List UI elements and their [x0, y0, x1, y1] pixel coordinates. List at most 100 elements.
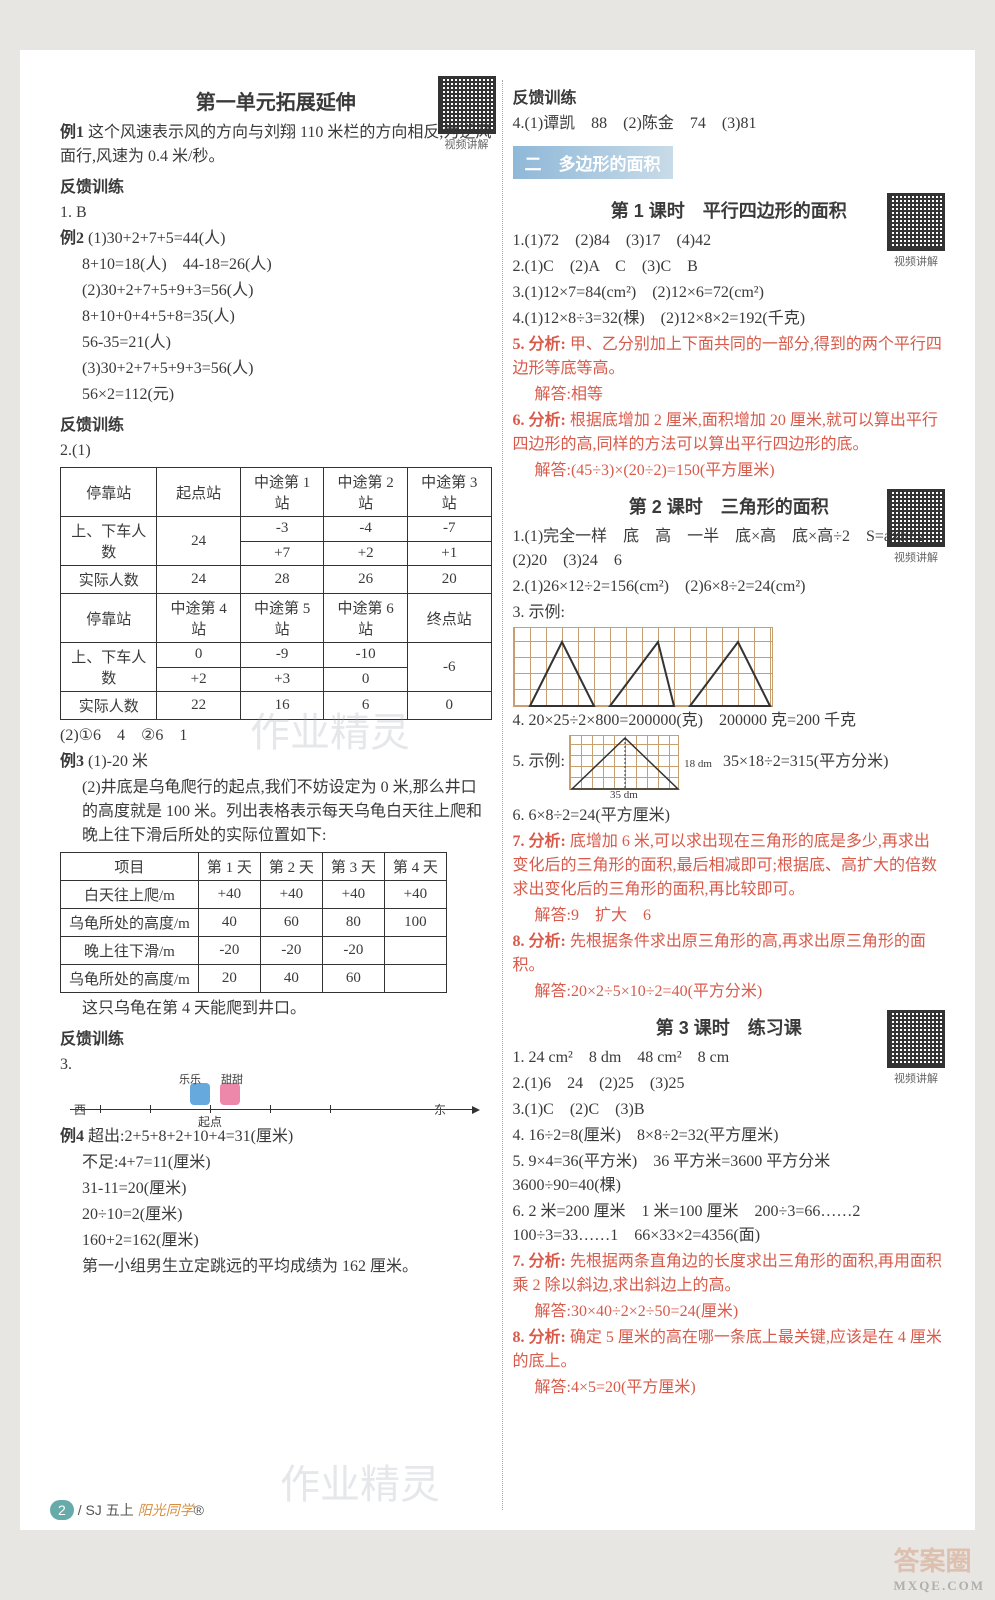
th: 中途第 6 站: [324, 594, 408, 643]
l3-q2: 2.(1)6 24 (2)25 (3)25: [513, 1072, 946, 1096]
cell: 24: [157, 517, 241, 566]
number-line-diagram: 西 乐乐 甜甜 起点 东: [60, 1081, 492, 1121]
l1-q3: 3.(1)12×7=84(cm²) (2)12×6=72(cm²): [513, 281, 946, 305]
cell: 60: [322, 965, 384, 993]
left-column: 视频讲解 第一单元拓展延伸 例1 这个风速表示风的方向与刘翔 110 米栏的方向…: [50, 80, 503, 1510]
l2-5-eq: 35×18÷2=315(平方分米): [723, 753, 889, 770]
lesson-title-1: 第 1 课时 平行四边形的面积: [513, 197, 946, 223]
cell: -20: [260, 937, 322, 965]
table-row: 乌龟所处的高度/m 40 60 80 100: [61, 909, 447, 937]
cell: +1: [407, 541, 491, 566]
ex2-l3: 8+10+0+4+5+8=35(人): [60, 305, 492, 329]
l3-8-answer: 解答:4×5=20(平方厘米): [513, 1376, 946, 1400]
ex1: 例1 这个风速表示风的方向与刘翔 110 米栏的方向相反,为逆风面行,风速为 0…: [60, 121, 492, 169]
lesson-title-3: 第 3 课时 练习课: [513, 1014, 946, 1040]
analysis-text: 根据底增加 2 厘米,面积增加 20 厘米,就可以算出平行四边形的高,同样的方法…: [513, 412, 938, 453]
table-row: 乌龟所处的高度/m 20 40 60: [61, 965, 447, 993]
cell: 晚上往下滑/m: [61, 937, 199, 965]
ex1-text: 这个风速表示风的方向与刘翔 110 米栏的方向相反,为逆风面行,风速为 0.4 …: [60, 124, 491, 165]
l2-q6: 6. 6×8÷2=24(平方厘米): [513, 804, 946, 828]
tick: [270, 1105, 271, 1113]
table-row: 晚上往下滑/m -20 -20 -20: [61, 937, 447, 965]
tick: [210, 1105, 211, 1113]
table-row: 实际人数 24 28 26 20: [61, 566, 492, 594]
cell: -10: [324, 643, 408, 668]
l2-q2: 2.(1)26×12÷2=156(cm²) (2)6×8÷2=24(cm²): [513, 575, 946, 599]
th: 中途第 3 站: [407, 468, 491, 517]
feedback-head-r: 反馈训练: [513, 84, 946, 108]
cell: -3: [240, 517, 324, 542]
th: 停靠站: [61, 468, 157, 517]
th: 终点站: [407, 594, 491, 643]
table-row: 停靠站 起点站 中途第 1 站 中途第 2 站 中途第 3 站: [61, 468, 492, 517]
page-footer: 2 / SJ 五上 阳光同学®: [50, 1500, 204, 1520]
l3-q7: 7. 分析: 先根据两条直角边的长度求出三角形的面积,再用面积乘 2 除以斜边,…: [513, 1250, 946, 1298]
cell: 上、下车人数: [61, 643, 157, 692]
fb-q4: 4.(1)谭凯 88 (2)陈金 74 (3)81: [513, 112, 946, 136]
ex1-label: 例1: [60, 124, 84, 141]
th: 第 2 天: [260, 853, 322, 881]
footer-code: / SJ 五上: [78, 1502, 134, 1518]
axis-label: 甜甜: [221, 1071, 243, 1087]
ex2: 例2 (1)30+2+7+5=44(人): [60, 227, 492, 251]
dim-w: 35 dm: [610, 787, 638, 804]
cell: 20: [198, 965, 260, 993]
feedback-head-1: 反馈训练: [60, 173, 492, 197]
l1-q4: 4.(1)12×8÷3=32(棵) (2)12×8×2=192(千克): [513, 307, 946, 331]
analysis-label: 5. 分析:: [513, 336, 566, 353]
ex4: 例4 超出:2+5+8+2+10+4=31(厘米): [60, 1125, 492, 1149]
bus-table: 停靠站 起点站 中途第 1 站 中途第 2 站 中途第 3 站 上、下车人数 2…: [60, 467, 492, 720]
cell: +40: [322, 881, 384, 909]
l2-5-label: 5. 示例:: [513, 753, 565, 770]
l2-q8: 8. 分析: 先根据条件求出原三角形的高,再求出原三角形的面积。: [513, 930, 946, 978]
ex3-label: 例3: [60, 753, 84, 770]
lesson-title-2: 第 2 课时 三角形的面积: [513, 493, 946, 519]
ex3: 例3 (1)-20 米: [60, 750, 492, 774]
cell: 实际人数: [61, 566, 157, 594]
chapter-band: 二 多边形的面积: [513, 146, 673, 179]
qr-label: 视频讲解: [438, 136, 496, 152]
l3-q1: 1. 24 cm² 8 dm 48 cm² 8 cm: [513, 1046, 946, 1070]
cell: 16: [240, 692, 324, 720]
cell: 40: [198, 909, 260, 937]
cell: -6: [407, 643, 491, 692]
th: 项目: [61, 853, 199, 881]
ex4-l4: 160+2=162(厘米): [60, 1229, 492, 1253]
cell: 0: [324, 667, 408, 692]
l3-q8: 8. 分析: 确定 5 厘米的高在哪一条底上最关键,应该是在 4 厘米的底上。: [513, 1326, 946, 1374]
ex4-label: 例4: [60, 1128, 84, 1145]
cell: 乌龟所处的高度/m: [61, 909, 199, 937]
cell: +3: [240, 667, 324, 692]
cell: 20: [407, 566, 491, 594]
analysis-text: 先根据两条直角边的长度求出三角形的面积,再用面积乘 2 除以斜边,求出斜边上的高…: [513, 1253, 942, 1294]
page-number: 2: [50, 1500, 74, 1520]
analysis-label: 7. 分析:: [513, 1253, 566, 1270]
cell: 0: [157, 643, 241, 668]
cell: 24: [157, 566, 241, 594]
cell: 80: [322, 909, 384, 937]
cell: 0: [407, 692, 491, 720]
table-row: 停靠站 中途第 4 站 中途第 5 站 中途第 6 站 终点站: [61, 594, 492, 643]
feedback-head-2: 反馈训练: [60, 411, 492, 435]
ex2-l6: 56×2=112(元): [60, 383, 492, 407]
th: 中途第 4 站: [157, 594, 241, 643]
cell: 26: [324, 566, 408, 594]
corner-logo-sub: MXQE.COM: [894, 1578, 985, 1594]
ex4-l1: 不足:4+7=11(厘米): [60, 1151, 492, 1175]
axis-label: 东: [434, 1101, 446, 1118]
l3-q5: 5. 9×4=36(平方米) 36 平方米=3600 平方分米 3600÷90=…: [513, 1150, 946, 1198]
l1-q6: 6. 分析: 根据底增加 2 厘米,面积增加 20 厘米,就可以算出平行四边形的…: [513, 409, 946, 457]
l2-q5: 5. 示例: 18 dm 35 dm 35×18÷2=315(平方分米): [513, 735, 946, 790]
cell: 乌龟所处的高度/m: [61, 965, 199, 993]
th: 中途第 1 站: [240, 468, 324, 517]
th: 第 1 天: [198, 853, 260, 881]
ex2-l2: (2)30+2+7+5+9+3=56(人): [60, 279, 492, 303]
cell: [384, 937, 446, 965]
analysis-text: 甲、乙分别加上下面共同的一部分,得到的两个平行四边形等底等高。: [513, 336, 942, 377]
th: 中途第 5 站: [240, 594, 324, 643]
cell: 28: [240, 566, 324, 594]
qr-icon: [887, 1010, 945, 1068]
cell: +40: [260, 881, 322, 909]
corner-logo: 答案圈 MXQE.COM: [894, 1541, 985, 1594]
cell: +40: [198, 881, 260, 909]
